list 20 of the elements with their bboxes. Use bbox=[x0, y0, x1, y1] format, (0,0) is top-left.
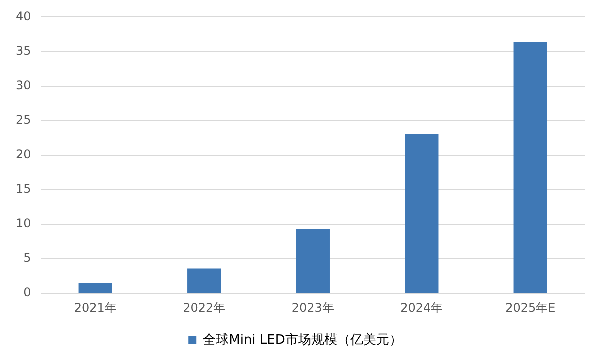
y-tick-label: 30 bbox=[16, 78, 32, 92]
y-tick-label: 35 bbox=[16, 44, 32, 58]
y-tick-label: 25 bbox=[16, 112, 32, 127]
bar bbox=[405, 134, 439, 294]
bar bbox=[188, 268, 222, 294]
bar bbox=[78, 283, 112, 294]
y-tick-label: 10 bbox=[16, 216, 32, 231]
y-tick-label: 20 bbox=[16, 148, 32, 162]
x-tick-label: 2023年 bbox=[292, 300, 334, 315]
bar bbox=[296, 229, 330, 294]
x-tick-label: 2022年 bbox=[183, 300, 226, 315]
x-tick-label: 2025年E bbox=[506, 300, 556, 315]
x-tick-label: 2024年 bbox=[400, 300, 444, 315]
y-tick-label: 0 bbox=[24, 286, 32, 300]
bar bbox=[514, 42, 548, 294]
y-tick-label: 5 bbox=[24, 251, 32, 266]
legend-label: 全球Mini LED市场规模（亿美元） bbox=[203, 332, 402, 348]
x-tick-label: 2021年 bbox=[74, 300, 117, 315]
y-tick-label: 15 bbox=[16, 182, 32, 196]
y-tick-label: 40 bbox=[16, 9, 32, 24]
